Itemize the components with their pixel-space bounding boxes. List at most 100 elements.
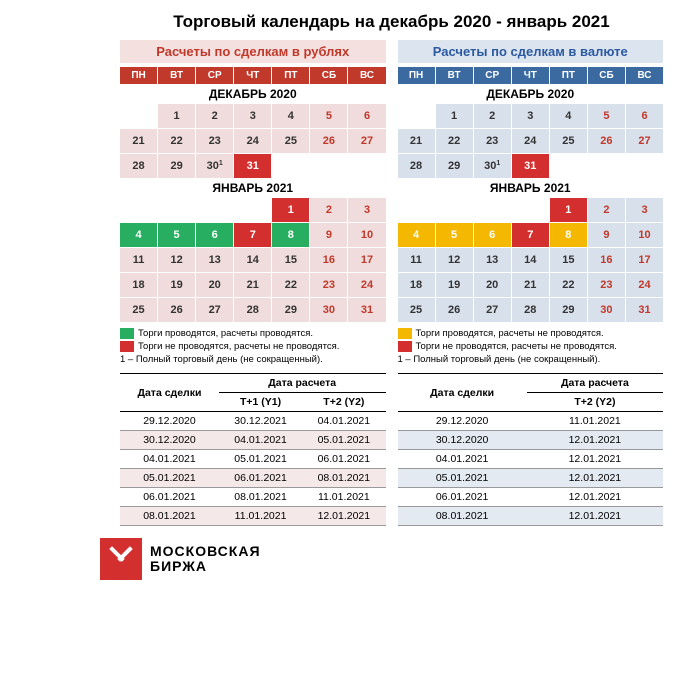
calendar-cell: 1 <box>158 104 195 128</box>
calendar-cell: 7 <box>512 223 549 247</box>
calendar-cell: 26 <box>158 298 195 322</box>
weekday-label: ВС <box>626 67 663 84</box>
calendar-cell: 22 <box>272 273 309 297</box>
calendar-cell: 301 <box>474 154 511 178</box>
calendar-cell <box>588 154 625 178</box>
legend-swatch <box>120 328 134 339</box>
weekday-label: ЧТ <box>234 67 271 84</box>
th-sub: T+1 (Y1) <box>219 393 302 412</box>
calendar-cell: 5 <box>310 104 347 128</box>
calendar-cell: 14 <box>234 248 271 272</box>
calendar-cell: 1 <box>436 104 473 128</box>
calendar-cell: 9 <box>588 223 625 247</box>
table-row: 05.01.202106.01.202108.01.2021 <box>120 469 386 488</box>
settlement-table: Дата сделкиДата расчетаT+2 (Y2)29.12.202… <box>398 373 664 526</box>
legend-swatch <box>398 328 412 339</box>
table-cell: 29.12.2020 <box>120 412 219 431</box>
calendar-cell: 5 <box>158 223 195 247</box>
weekday-label: ПН <box>398 67 435 84</box>
moex-logo: МОСКОВСКАЯБИРЖА <box>100 534 271 584</box>
table-cell: 08.01.2021 <box>302 469 385 488</box>
table-cell: 29.12.2020 <box>398 412 527 431</box>
legend-text: Торги проводятся, расчеты проводятся. <box>138 328 313 339</box>
calendar-cell: 14 <box>512 248 549 272</box>
table-cell: 08.01.2021 <box>120 507 219 526</box>
calendar-cell: 4 <box>398 223 435 247</box>
settlement-table: Дата сделкиДата расчетаT+1 (Y1)T+2 (Y2)2… <box>120 373 386 526</box>
calendar-cell: 27 <box>626 129 663 153</box>
calendar-cell: 3 <box>348 198 385 222</box>
legend-text: Торги не проводятся, расчеты не проводят… <box>416 341 617 352</box>
calendar-cell: 31 <box>626 298 663 322</box>
weekday-label: СБ <box>310 67 347 84</box>
calendar-cell: 17 <box>348 248 385 272</box>
legend: Торги проводятся, расчеты проводятся.Тор… <box>120 328 386 365</box>
legend: Торги проводятся, расчеты не проводятся.… <box>398 328 664 365</box>
table-row: 30.12.202004.01.202105.01.2021 <box>120 431 386 450</box>
legend-swatch <box>398 341 412 352</box>
calendar-cell: 4 <box>550 104 587 128</box>
table-cell: 11.01.2021 <box>219 507 302 526</box>
legend-text: 1 – Полный торговый день (не сокращенный… <box>120 354 323 365</box>
calendar-cell <box>398 104 435 128</box>
table-row: 04.01.202112.01.2021 <box>398 450 664 469</box>
calendar-cell: 15 <box>272 248 309 272</box>
calendar-cell: 20 <box>474 273 511 297</box>
calendar-cell <box>348 154 385 178</box>
calendar-cell <box>158 198 195 222</box>
table-row: 06.01.202108.01.202111.01.2021 <box>120 488 386 507</box>
calendar-cell: 11 <box>120 248 157 272</box>
calendar-cell: 16 <box>310 248 347 272</box>
table-cell: 05.01.2021 <box>398 469 527 488</box>
calendar-cell: 31 <box>234 154 271 178</box>
month-title: ДЕКАБРЬ 2020 <box>398 87 664 101</box>
table-row: 04.01.202105.01.202106.01.2021 <box>120 450 386 469</box>
page-title: Торговый календарь на декабрь 2020 - янв… <box>120 12 663 32</box>
table-row: 08.01.202111.01.202112.01.2021 <box>120 507 386 526</box>
calendar-cell: 26 <box>588 129 625 153</box>
th-deal-date: Дата сделки <box>120 374 219 412</box>
calendar-cell <box>436 198 473 222</box>
column-header: Расчеты по сделкам в рублях <box>120 40 386 63</box>
calendar-cell <box>234 198 271 222</box>
calendar-cell: 29 <box>158 154 195 178</box>
table-cell: 30.12.2021 <box>219 412 302 431</box>
calendar-cell: 2 <box>310 198 347 222</box>
calendar-cell: 27 <box>474 298 511 322</box>
calendar-cell: 29 <box>272 298 309 322</box>
calendar-cell: 15 <box>550 248 587 272</box>
calendar-cell: 24 <box>348 273 385 297</box>
calendar-cell: 1 <box>550 198 587 222</box>
calendar-cell: 1 <box>272 198 309 222</box>
calendar-cell: 21 <box>120 129 157 153</box>
logo-mark <box>100 538 142 580</box>
calendar-cell: 28 <box>512 298 549 322</box>
legend-text: Торги проводятся, расчеты не проводятся. <box>416 328 604 339</box>
weekday-bar: ПНВТСРЧТПТСБВС <box>398 67 664 84</box>
table-cell: 08.01.2021 <box>398 507 527 526</box>
calendar-cell: 8 <box>272 223 309 247</box>
calendar-cell: 23 <box>474 129 511 153</box>
weekday-label: ПТ <box>550 67 587 84</box>
calendar-cell: 24 <box>626 273 663 297</box>
legend-item: 1 – Полный торговый день (не сокращенный… <box>398 354 664 365</box>
calendar-cell: 3 <box>512 104 549 128</box>
table-cell: 04.01.2021 <box>120 450 219 469</box>
table-cell: 12.01.2021 <box>527 469 663 488</box>
calendar-cell: 301 <box>196 154 233 178</box>
calendar-cell: 30 <box>310 298 347 322</box>
calendar-cell: 3 <box>626 198 663 222</box>
table-cell: 04.01.2021 <box>302 412 385 431</box>
calendar-cell: 6 <box>196 223 233 247</box>
th-sub: T+2 (Y2) <box>527 393 663 412</box>
calendar-cell: 31 <box>348 298 385 322</box>
calendar-cell: 29 <box>550 298 587 322</box>
calendar-cell: 27 <box>196 298 233 322</box>
column-right: Расчеты по сделкам в валютеПНВТСРЧТПТСБВ… <box>398 40 664 526</box>
weekday-label: ВТ <box>158 67 195 84</box>
calendar-cell: 2 <box>474 104 511 128</box>
calendar-cell: 5 <box>588 104 625 128</box>
table-cell: 12.01.2021 <box>527 450 663 469</box>
calendar-cell: 28 <box>398 154 435 178</box>
calendar-cell: 10 <box>626 223 663 247</box>
